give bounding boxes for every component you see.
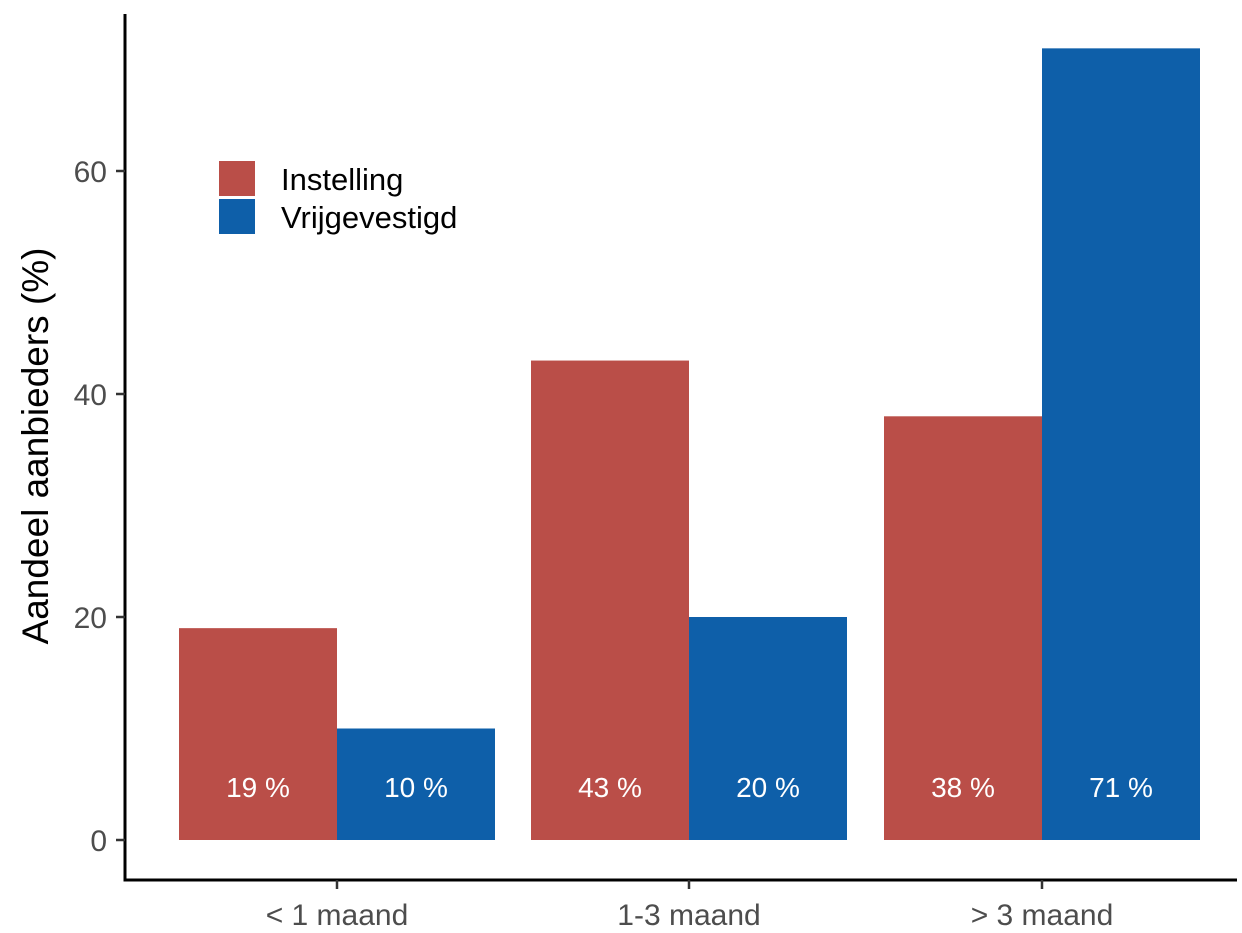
bar-data-label: 38 %: [931, 772, 995, 803]
x-tick-label: < 1 maand: [266, 899, 409, 928]
bar-vrijgevestigd-1: [689, 617, 847, 840]
bar-instelling-1: [531, 360, 689, 840]
bar-data-label: 19 %: [226, 772, 290, 803]
bar-instelling-0: [179, 628, 337, 840]
y-tick-label: 60: [74, 156, 107, 189]
legend-label-instelling: Instelling: [281, 162, 403, 197]
y-tick-label: 0: [90, 825, 107, 858]
bar-labels-layer: 19 % 10 % 43 % 20 % 38 % 71 %: [226, 772, 1153, 803]
legend-swatch-vrijgevestigd: [219, 199, 255, 234]
bars-layer: [179, 48, 1200, 841]
bar-data-label: 43 %: [578, 772, 642, 803]
y-tick-label: 40: [74, 379, 107, 412]
bar-vrijgevestigd-2: [1042, 48, 1200, 841]
y-tick-label: 20: [74, 602, 107, 635]
bar-data-label: 10 %: [384, 772, 448, 803]
legend-label-vrijgevestigd: Vrijgevestigd: [281, 200, 457, 235]
bar-vrijgevestigd-0: [337, 728, 495, 840]
bar-instelling-2: [884, 416, 1042, 840]
bar-data-label: 71 %: [1089, 772, 1153, 803]
legend-swatch-instelling: [219, 161, 255, 196]
x-tick-label: > 3 maand: [971, 899, 1114, 928]
bar-data-label: 20 %: [736, 772, 800, 803]
x-tick-label: 1-3 maand: [617, 899, 760, 928]
y-axis-label: Aandeel aanbieders (%): [15, 248, 56, 645]
axes-layer: 0 20 40 60 < 1 maand 1-3 maand > 3 maand: [74, 14, 1237, 932]
